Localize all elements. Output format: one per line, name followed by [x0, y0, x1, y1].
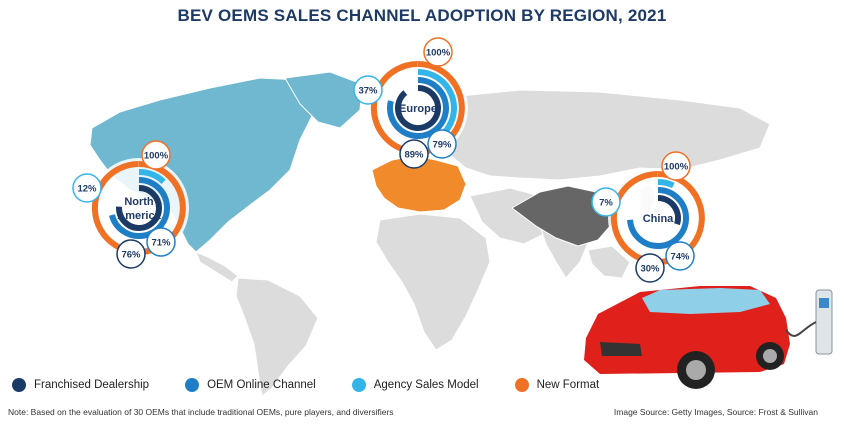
legend-label: New Format [536, 379, 600, 391]
legend-label: OEM Online Channel [207, 379, 316, 391]
legend-swatch-oem-online [185, 378, 200, 392]
car-hubcap-front [686, 360, 706, 380]
value-label: 79% [432, 140, 452, 151]
car-illustration [584, 286, 833, 389]
value-bubble-franchised [116, 239, 146, 269]
note-text: Note: Based on the evaluation of 30 OEMs… [8, 407, 394, 417]
value-label: 74% [670, 252, 690, 263]
region-label: America [117, 210, 161, 222]
value-label: 100% [144, 151, 169, 162]
region-label: Europe [399, 103, 437, 115]
value-bubble-agency [353, 75, 383, 105]
legend-swatch-new-format [514, 378, 529, 392]
radial-charts: North America 100% 12% 71% 76% Europe 100% 37% 79… [72, 37, 708, 283]
radial-chart-china: China 100% 7% 74% 30% [591, 151, 708, 283]
chart-title: BEV OEMS SALES CHANNEL ADOPTION BY REGIO… [177, 6, 667, 25]
value-bubble-franchised [635, 253, 665, 283]
central-america-landmass [195, 251, 239, 283]
value-bubble-franchised [399, 139, 429, 169]
southeast-asia-landmass [587, 245, 631, 279]
value-bubble-oem-online [427, 129, 457, 159]
region-label: North [124, 196, 154, 208]
africa-landmass [375, 213, 491, 351]
legend-item-agency: Agency Sales Model [351, 378, 479, 392]
arc-oem-online [627, 187, 689, 249]
legend-label: Franchised Dealership [34, 379, 150, 391]
south-america-landmass [235, 277, 319, 397]
legend-label: Agency Sales Model [373, 379, 479, 391]
arc-agency [417, 69, 457, 135]
legend-item-oem-online: OEM Online Channel [185, 378, 316, 392]
value-bubble-new-format [423, 37, 453, 67]
charging-station-screen [819, 298, 829, 308]
value-label: 71% [151, 238, 171, 249]
legend-swatch-franchised [12, 378, 26, 392]
arc-franchised [116, 185, 162, 231]
car-windshield [642, 288, 770, 314]
legend-swatch-agency [351, 378, 366, 392]
value-label: 30% [640, 264, 660, 275]
value-label: 89% [404, 150, 424, 161]
car-hubcap-rear [763, 349, 777, 363]
greenland-landmass [284, 71, 363, 129]
value-bubble-agency [72, 173, 102, 203]
arc-oem-online [387, 77, 449, 139]
value-bubble-new-format [141, 140, 171, 170]
value-label: 12% [77, 184, 97, 195]
radial-chart-north-america: North America 100% 12% 71% 76% [72, 140, 189, 269]
value-label: 100% [426, 48, 451, 59]
value-label: 76% [121, 250, 141, 261]
charging-cable [785, 321, 817, 337]
value-label: 7% [599, 198, 613, 209]
legend-item-franchised: Franchised Dealership [12, 378, 149, 392]
legend-item-new-format: New Format [514, 378, 600, 392]
russia-landmass [419, 89, 771, 181]
value-bubble-oem-online [665, 241, 695, 271]
arc-agency [138, 169, 166, 185]
car-grille [600, 342, 642, 356]
value-label: 37% [358, 86, 378, 97]
arc-franchised [657, 195, 681, 226]
region-label: China [643, 213, 674, 225]
value-bubble-agency [591, 187, 621, 217]
arc-oem-online [108, 177, 170, 239]
value-bubble-new-format [661, 151, 691, 181]
value-bubble-oem-online [146, 227, 176, 257]
source-text: Image Source: Getty Images, Source: Fros… [613, 407, 818, 417]
legend: Franchised Dealership OEM Online Channel… [12, 378, 635, 392]
radial-chart-europe: Europe 100% 37% 79% 89% [353, 37, 468, 169]
arc-franchised [395, 85, 441, 131]
value-label: 100% [664, 162, 689, 173]
arc-agency [657, 179, 675, 189]
